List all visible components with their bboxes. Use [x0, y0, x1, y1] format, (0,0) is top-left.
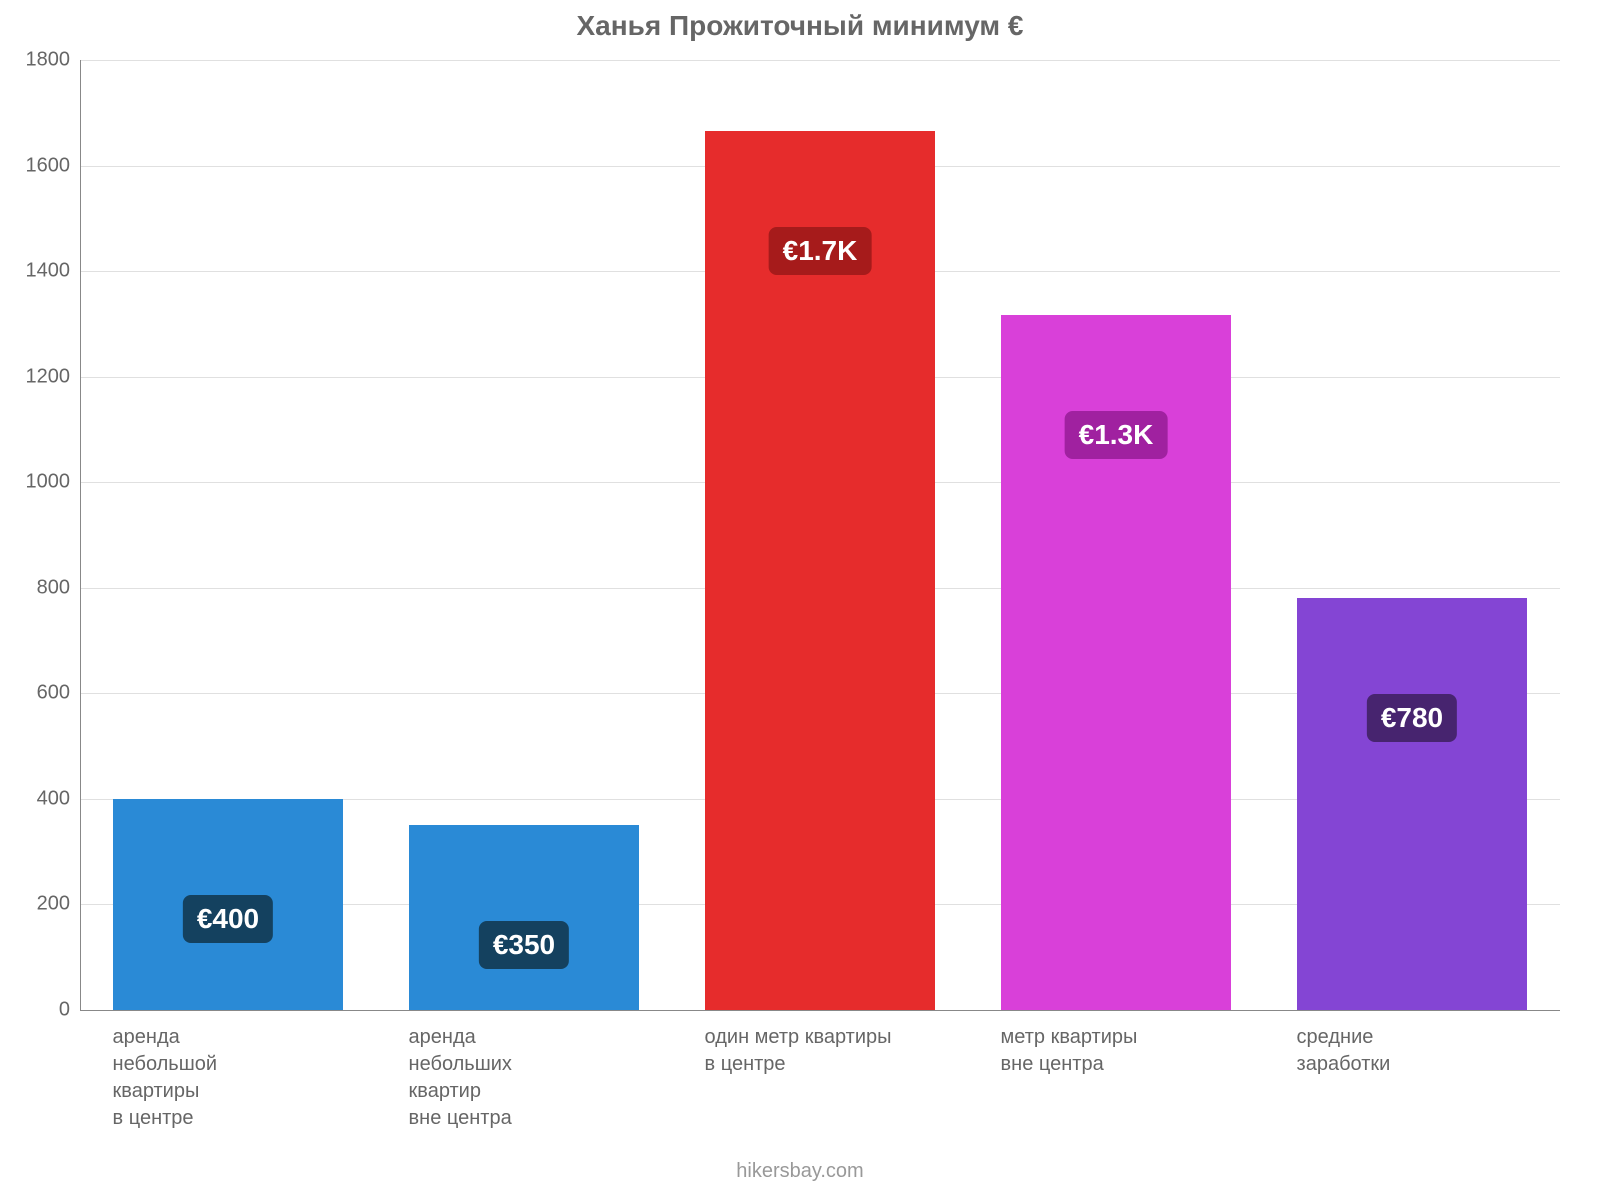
- chart-title: Ханья Прожиточный минимум €: [0, 10, 1600, 42]
- y-tick-label: 1400: [26, 260, 81, 283]
- bar: €350: [409, 825, 640, 1010]
- bar: €1.3K: [1001, 315, 1232, 1010]
- x-tick-label: один метр квартиры в центре: [705, 1010, 936, 1078]
- bar: €1.7K: [705, 131, 936, 1010]
- gridline: [80, 60, 1560, 61]
- x-tick-label: средние заработки: [1297, 1010, 1528, 1078]
- chart-footer: hikersbay.com: [0, 1160, 1600, 1183]
- y-tick-label: 0: [59, 999, 80, 1022]
- y-tick-label: 400: [37, 787, 80, 810]
- y-tick-label: 1200: [26, 365, 81, 388]
- value-badge: €400: [183, 895, 273, 943]
- x-tick-label: метр квартиры вне центра: [1001, 1010, 1232, 1078]
- value-badge: €350: [479, 921, 569, 969]
- value-badge: €780: [1367, 694, 1457, 742]
- plot-area: 020040060080010001200140016001800€400аре…: [80, 60, 1560, 1010]
- y-tick-label: 1800: [26, 49, 81, 72]
- bar: €780: [1297, 598, 1528, 1010]
- bar: €400: [113, 799, 344, 1010]
- value-badge: €1.7K: [769, 227, 872, 275]
- y-tick-label: 1000: [26, 471, 81, 494]
- value-badge: €1.3K: [1065, 411, 1168, 459]
- y-axis: [80, 60, 81, 1010]
- x-tick-label: аренда небольшой квартиры в центре: [113, 1010, 344, 1132]
- x-tick-label: аренда небольших квартир вне центра: [409, 1010, 640, 1132]
- y-tick-label: 200: [37, 893, 80, 916]
- y-tick-label: 1600: [26, 154, 81, 177]
- y-tick-label: 800: [37, 576, 80, 599]
- chart-container: Ханья Прожиточный минимум € 020040060080…: [0, 0, 1600, 1200]
- y-tick-label: 600: [37, 682, 80, 705]
